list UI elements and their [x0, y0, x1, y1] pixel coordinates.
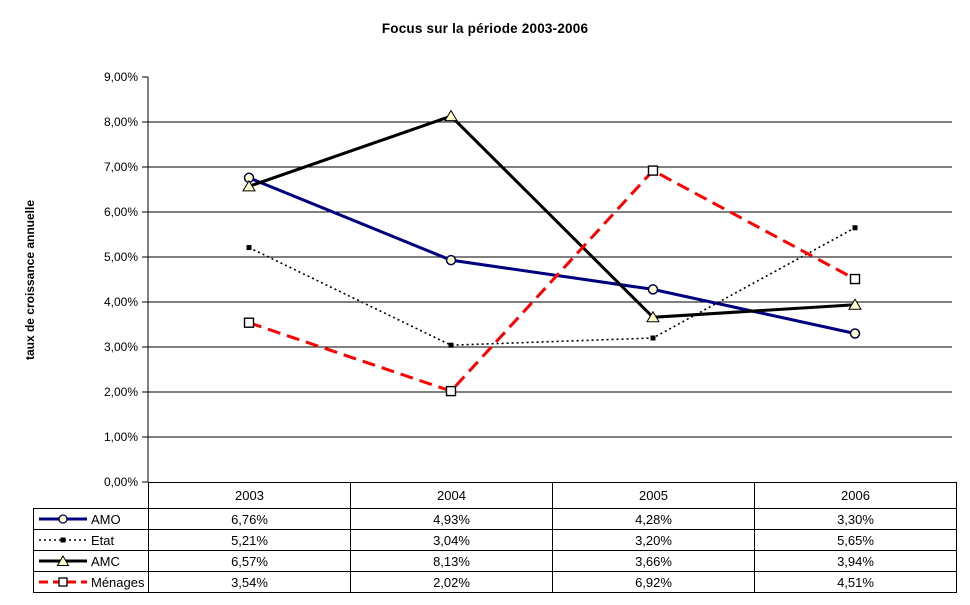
y-axis-tick-label: 8,00%: [103, 115, 138, 129]
series-line-Ménages: [248, 168, 856, 393]
marker-circle: [849, 328, 861, 339]
column-header-2005: 2005: [552, 482, 755, 509]
y-axis-tick-label: 9,00%: [103, 70, 138, 84]
marker-circle: [445, 254, 457, 266]
table-header-row: 2003 2004 2005 2006: [34, 482, 957, 509]
marker-square-filled: [650, 335, 656, 341]
column-header-2006: 2006: [754, 482, 957, 509]
marker-triangle: [242, 179, 256, 192]
marker-square-filled: [448, 342, 454, 348]
value-etat-2005: 3,20%: [552, 529, 755, 551]
y-axis-tick-label: 0,00%: [103, 475, 138, 489]
y-axis-tick-label: 2,00%: [103, 385, 138, 399]
marker-triangle: [646, 310, 660, 323]
value-etat-2006: 5,65%: [754, 529, 957, 551]
value-menages-2005: 6,92%: [552, 571, 755, 593]
legend-etat: Etat: [33, 529, 149, 551]
table-row-amc: AMC 6,57% 8,13% 3,66% 3,94%: [33, 550, 957, 572]
y-axis-tick-label: 4,00%: [103, 295, 138, 309]
value-amc-2006: 3,94%: [754, 550, 957, 572]
value-amc-2005: 3,66%: [552, 550, 755, 572]
y-axis-tick-label: 6,00%: [103, 205, 138, 219]
marker-square-open: [445, 385, 457, 397]
series-label-menages: Ménages: [91, 574, 145, 590]
series-line-AMC: [248, 114, 856, 319]
value-amc-2003: 6,57%: [148, 550, 351, 572]
value-amo-2004: 4,93%: [350, 508, 553, 530]
amc-line-sample-icon: [39, 555, 87, 566]
series-label-etat: Etat: [91, 532, 115, 548]
marker-square-open: [243, 317, 255, 328]
amo-line-sample-icon: [39, 514, 87, 524]
table-corner-cell: [34, 483, 149, 509]
y-axis-tick-label: 3,00%: [103, 340, 138, 354]
y-axis-tick-label: 5,00%: [103, 250, 138, 264]
value-amc-2004: 8,13%: [350, 550, 553, 572]
table-row-etat: Etat 5,21% 3,04% 3,20% 5,65%: [33, 529, 957, 551]
y-axis-tick-label: 1,00%: [103, 430, 138, 444]
menages-line-sample-icon: [39, 577, 87, 587]
series-label-amc: AMC: [91, 553, 120, 569]
legend-menages: Ménages: [33, 571, 149, 593]
marker-circle: [647, 284, 659, 295]
value-etat-2004: 3,04%: [350, 529, 553, 551]
marker-square-filled: [246, 245, 252, 251]
marker-square-open: [647, 165, 659, 176]
table-row-menages: Ménages 3,54% 2,02% 6,92% 4,51%: [33, 571, 957, 593]
value-menages-2006: 4,51%: [754, 571, 957, 593]
value-etat-2003: 5,21%: [148, 529, 351, 551]
series-line-Etat: [248, 227, 856, 347]
column-header-2003: 2003: [148, 482, 351, 509]
marker-square-filled: [852, 225, 858, 231]
column-header-2004: 2004: [350, 482, 553, 509]
marker-triangle: [848, 298, 862, 310]
value-menages-2004: 2,02%: [350, 571, 553, 593]
value-amo-2003: 6,76%: [148, 508, 351, 530]
marker-square-open: [849, 273, 861, 285]
chart-title: Focus sur la période 2003-2006: [381, 21, 589, 36]
etat-line-sample-icon: [39, 537, 87, 543]
value-menages-2003: 3,54%: [148, 571, 351, 593]
value-amo-2006: 3,30%: [754, 508, 957, 530]
legend-amc: AMC: [33, 550, 149, 572]
table-row-amo: AMO 6,76% 4,93% 4,28% 3,30%: [33, 508, 957, 530]
legend-amo: AMO: [33, 508, 149, 530]
series-label-amo: AMO: [91, 511, 121, 527]
data-table: 2003 2004 2005 2006 AMO 6,76% 4,93% 4,28…: [33, 482, 957, 593]
y-axis-tick-label: 7,00%: [103, 160, 138, 174]
marker-triangle: [444, 109, 458, 122]
value-amo-2005: 4,28%: [552, 508, 755, 530]
